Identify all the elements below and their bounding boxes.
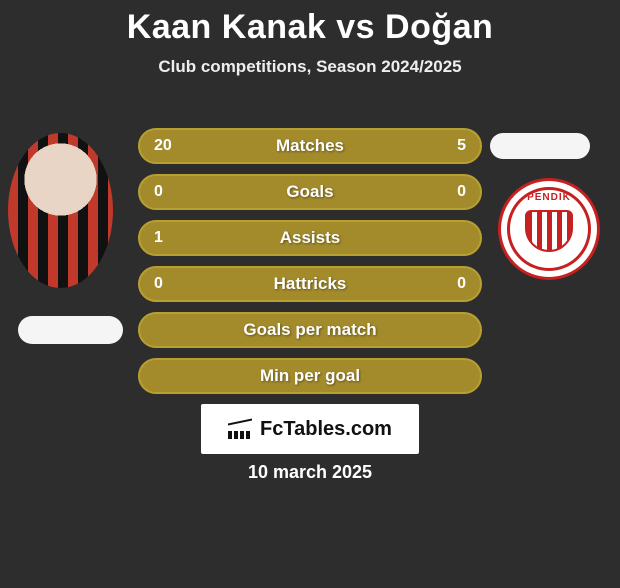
crest-shield-icon xyxy=(525,210,573,252)
subtitle: Club competitions, Season 2024/2025 xyxy=(0,57,620,77)
stat-label: Matches xyxy=(276,136,344,156)
stat-right-value: 5 xyxy=(457,137,466,155)
stat-left-value: 0 xyxy=(154,183,163,201)
stat-row: Min per goal xyxy=(138,358,482,394)
stat-right-value: 0 xyxy=(457,183,466,201)
stat-row: Goals per match xyxy=(138,312,482,348)
stat-label: Min per goal xyxy=(260,366,360,386)
page-title: Kaan Kanak vs Doğan xyxy=(0,8,620,47)
crest-text: PENDIK xyxy=(510,192,588,203)
club-crest-inner: PENDIK xyxy=(507,187,591,271)
stat-left-value: 0 xyxy=(154,275,163,293)
stat-row: 1 Assists xyxy=(138,220,482,256)
stat-label: Hattricks xyxy=(274,274,347,294)
date-label: 10 march 2025 xyxy=(0,462,620,483)
comparison-bars: 20 Matches 5 0 Goals 0 1 Assists 0 Hattr… xyxy=(138,128,482,404)
player-right-badge xyxy=(490,133,590,159)
stat-left-value: 20 xyxy=(154,137,172,155)
stat-right-value: 0 xyxy=(457,275,466,293)
stat-row: 0 Hattricks 0 xyxy=(138,266,482,302)
player-left-avatar xyxy=(8,133,113,288)
chart-icon xyxy=(228,419,254,439)
player-left-badge xyxy=(18,316,123,344)
stat-row: 0 Goals 0 xyxy=(138,174,482,210)
stat-left-value: 1 xyxy=(154,229,163,247)
stat-label: Goals per match xyxy=(243,320,376,340)
footer-brand-text: FcTables.com xyxy=(260,418,392,441)
stat-label: Goals xyxy=(286,182,333,202)
footer-brand-badge[interactable]: FcTables.com xyxy=(201,404,419,454)
stat-row: 20 Matches 5 xyxy=(138,128,482,164)
stat-label: Assists xyxy=(280,228,340,248)
club-crest-right: PENDIK xyxy=(498,178,600,280)
